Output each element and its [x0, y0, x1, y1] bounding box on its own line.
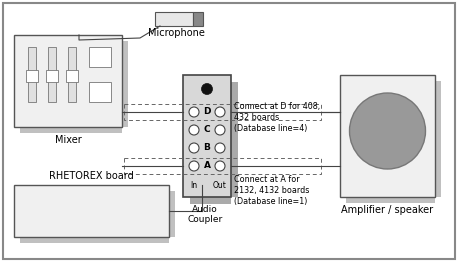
Bar: [169, 191, 175, 237]
Bar: [183, 75, 231, 197]
Circle shape: [202, 84, 213, 95]
Bar: [124, 158, 321, 174]
Bar: [346, 197, 435, 203]
Bar: [89, 82, 111, 102]
Text: Audio
Coupler: Audio Coupler: [187, 205, 223, 224]
Circle shape: [189, 161, 199, 171]
Text: Amplifier / speaker: Amplifier / speaker: [341, 205, 434, 215]
Bar: [66, 70, 78, 82]
Text: Connect at D for 408,
432 boards
(Database line=4): Connect at D for 408, 432 boards (Databa…: [234, 102, 320, 133]
Bar: [340, 75, 435, 197]
Bar: [155, 12, 193, 26]
Text: Connect at A for
2132, 4132 boards
(Database line=1): Connect at A for 2132, 4132 boards (Data…: [234, 175, 309, 206]
Text: A: A: [203, 161, 211, 171]
Bar: [20, 237, 169, 243]
Bar: [20, 127, 122, 133]
Bar: [89, 47, 111, 67]
Bar: [231, 82, 238, 197]
Text: RHETOREX board: RHETOREX board: [49, 171, 134, 181]
Text: C: C: [204, 125, 210, 134]
Bar: [48, 47, 56, 102]
Bar: [190, 197, 231, 204]
Circle shape: [189, 125, 199, 135]
Text: D: D: [203, 107, 211, 117]
Text: B: B: [203, 144, 210, 152]
Bar: [193, 12, 203, 26]
Bar: [26, 70, 38, 82]
Text: Mixer: Mixer: [55, 135, 82, 145]
Bar: [14, 185, 169, 237]
Circle shape: [215, 107, 225, 117]
Circle shape: [215, 143, 225, 153]
Bar: [28, 47, 36, 102]
Bar: [435, 81, 441, 197]
Text: Microphone: Microphone: [147, 28, 204, 38]
Bar: [124, 104, 321, 120]
Bar: [122, 41, 128, 127]
Circle shape: [349, 93, 425, 169]
Text: Out: Out: [213, 181, 227, 189]
Circle shape: [189, 107, 199, 117]
Bar: [46, 70, 58, 82]
Circle shape: [215, 161, 225, 171]
Bar: [68, 47, 76, 102]
Text: In: In: [191, 181, 197, 189]
Circle shape: [215, 125, 225, 135]
Circle shape: [189, 143, 199, 153]
Bar: [14, 35, 122, 127]
